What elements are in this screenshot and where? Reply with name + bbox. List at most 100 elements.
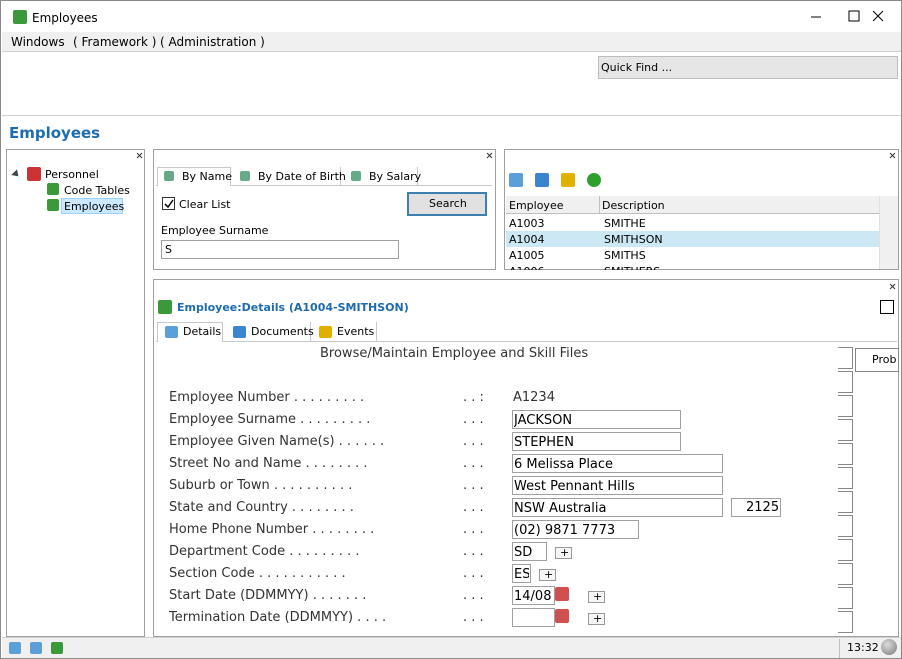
text-input[interactable] <box>731 498 781 517</box>
plus-label[interactable]: + <box>593 590 603 603</box>
field-separator: . . : <box>463 391 484 405</box>
text-input[interactable] <box>512 542 547 561</box>
side-slot <box>838 467 853 489</box>
input-value[interactable]: 2125 <box>746 501 780 515</box>
plus-label[interactable]: + <box>544 568 554 581</box>
tab-label[interactable]: By Salary <box>369 170 422 183</box>
text-input[interactable] <box>512 432 681 451</box>
close-button[interactable] <box>485 151 495 161</box>
search-button[interactable] <box>407 192 487 216</box>
row-cell[interactable]: A1006 <box>509 265 594 270</box>
details-title: Employee:Details (A1004-SMITHSON) <box>177 301 409 314</box>
text-input[interactable] <box>512 608 555 627</box>
toolbar-icon[interactable] <box>509 173 523 187</box>
menu-item[interactable]: ( Administration ) <box>160 35 265 49</box>
tree-panel <box>6 149 145 637</box>
status-icon[interactable] <box>51 642 63 654</box>
input-value[interactable]: West Pennant Hills <box>514 479 635 494</box>
plus-label[interactable]: + <box>593 612 603 625</box>
text-input[interactable] <box>512 476 723 495</box>
row-cell[interactable]: SMITHS <box>604 249 646 262</box>
side-button[interactable] <box>855 348 899 372</box>
plus-button[interactable] <box>539 569 556 581</box>
text-input[interactable] <box>512 454 723 473</box>
details-heading: Browse/Maintain Employee and Skill Files <box>320 347 589 361</box>
status-divider <box>839 639 840 658</box>
text-input[interactable] <box>512 586 555 605</box>
tab-label[interactable]: By Date of Birth <box>258 170 346 183</box>
tree-item[interactable]: Employees <box>64 200 125 213</box>
status-icon[interactable] <box>9 642 21 654</box>
field-label: Employee Given Name(s) . . . . . . <box>169 435 385 449</box>
plus-button[interactable] <box>588 591 605 603</box>
row-cell[interactable]: SMITHSON <box>604 233 663 246</box>
calendar-icon[interactable] <box>555 587 569 601</box>
tab-label[interactable]: Documents <box>251 325 314 338</box>
row-cell[interactable]: A1005 <box>509 249 545 262</box>
col-divider <box>599 196 600 214</box>
tab[interactable] <box>225 322 311 342</box>
row-cell[interactable]: A1004 <box>509 233 545 246</box>
tab-strip-line <box>156 185 492 186</box>
maximize-button[interactable] <box>880 300 894 314</box>
field-separator: . . . <box>463 523 484 537</box>
text-input[interactable] <box>512 498 723 517</box>
close-button[interactable] <box>888 282 898 292</box>
plus-button[interactable] <box>588 613 605 625</box>
input-value[interactable]: SD <box>514 545 533 560</box>
plus-button[interactable] <box>555 547 572 559</box>
selected-row <box>506 231 879 247</box>
search-button-label[interactable]: Search <box>429 197 467 210</box>
toolbar-icon[interactable] <box>587 173 601 187</box>
input-value[interactable]: NSW Australia <box>514 501 607 516</box>
input-value[interactable]: 6 Melissa Place <box>514 457 614 472</box>
text-input[interactable] <box>512 410 681 429</box>
tree-item[interactable]: Personnel <box>45 168 99 181</box>
side-button-label[interactable]: Prob <box>872 353 897 366</box>
close-button[interactable] <box>888 151 898 161</box>
menu-bar <box>2 32 901 52</box>
tab[interactable] <box>344 167 418 186</box>
text-input[interactable] <box>161 240 399 259</box>
text-input[interactable] <box>512 520 639 539</box>
close-button[interactable] <box>135 151 145 161</box>
list-panel <box>504 149 899 270</box>
input-value[interactable]: STEPHEN <box>514 435 574 450</box>
input-value[interactable]: S <box>165 243 172 256</box>
tab-icon <box>165 326 178 338</box>
checkbox-label[interactable]: Clear List <box>179 198 231 211</box>
toolbar-icon[interactable] <box>561 173 575 187</box>
plus-label[interactable]: + <box>560 546 570 559</box>
field-label: Street No and Name . . . . . . . . <box>169 457 368 471</box>
input-value[interactable]: (02) 9871 7773 <box>514 523 616 538</box>
text-input[interactable] <box>512 564 531 583</box>
quick-find-label[interactable]: Quick Find ... <box>601 61 673 74</box>
input-value[interactable]: ES <box>514 567 529 582</box>
menu-item[interactable]: Windows <box>11 35 65 49</box>
input-value[interactable]: JACKSON <box>514 413 573 428</box>
tab-label[interactable]: By Name <box>182 170 233 183</box>
side-slot <box>838 539 853 561</box>
status-icon[interactable] <box>30 642 42 654</box>
checkbox[interactable] <box>162 197 175 210</box>
quick-find[interactable] <box>598 56 898 79</box>
row-cell[interactable]: SMITHERS <box>604 265 804 270</box>
tab[interactable] <box>157 167 231 186</box>
row-cell[interactable]: A1003 <box>509 217 545 230</box>
scrollbar <box>879 196 898 269</box>
tab-label[interactable]: Events <box>337 325 375 338</box>
tab-icon <box>233 326 246 338</box>
column-header: Employee <box>509 199 564 212</box>
input-value[interactable]: 14/08 <box>514 589 552 604</box>
menu-item[interactable]: ( Framework ) <box>73 35 157 49</box>
tab[interactable] <box>233 167 341 186</box>
calendar-icon[interactable] <box>555 609 569 623</box>
tab[interactable] <box>311 322 377 342</box>
row-cell[interactable]: SMITHE <box>604 217 646 230</box>
toolbar-icon[interactable] <box>535 173 549 187</box>
tab-label[interactable]: Details <box>183 325 222 338</box>
window-controls[interactable] <box>809 7 899 27</box>
details-icon <box>158 300 172 314</box>
tree-selection <box>61 198 123 214</box>
tree-item[interactable]: Code Tables <box>64 184 130 197</box>
